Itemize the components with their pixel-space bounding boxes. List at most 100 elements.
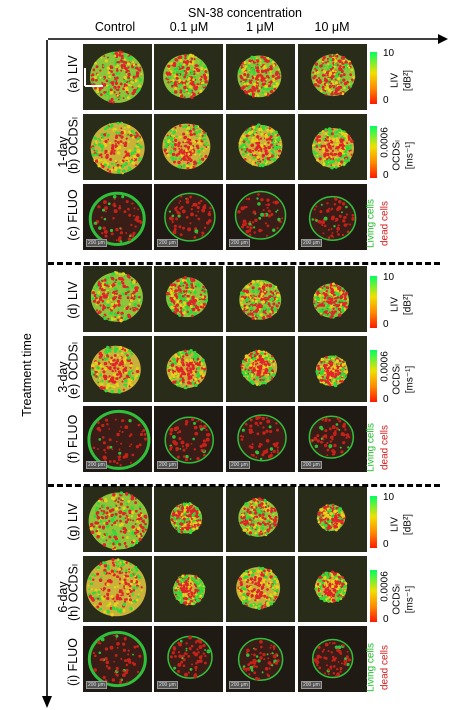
image-tile-r6-c4: 200 μm (298, 406, 367, 472)
ocds-unit-1: [ms⁻¹] (404, 141, 416, 170)
image-tile-r4-c4 (298, 266, 367, 332)
ocds-min-1: 0 (383, 170, 389, 181)
image-tile-r8-c2 (154, 556, 223, 622)
row-label-i: (i) FLUO (66, 638, 80, 686)
image-tile-r2-c3 (226, 114, 295, 180)
image-tile-r8-c1 (83, 556, 152, 622)
ocds-colorbar-3 (370, 570, 377, 622)
image-tile-r1-c1 (83, 44, 152, 110)
liv-min-2: 0 (383, 319, 389, 330)
image-tile-r7-c4 (298, 486, 367, 552)
scale-label: 200 μm (86, 461, 107, 469)
liv-max-3: 10 (383, 492, 395, 503)
column-header-10: 10 μM (314, 20, 350, 34)
row-label-e: (e) OCDSₗ (66, 342, 81, 399)
separator-2 (48, 484, 440, 487)
ocds-label-3: OCDSₗ (391, 584, 403, 615)
image-tile-r1-c3 (226, 44, 295, 110)
image-tile-r3-c1: 200 μm (83, 184, 152, 250)
image-tile-r7-c1 (83, 486, 152, 552)
image-tile-r9-c4: 200 μm (298, 626, 367, 692)
figure-title: SN-38 concentration (188, 6, 302, 20)
image-tile-r6-c3: 200 μm (226, 406, 295, 472)
liv-colorbar-1 (370, 52, 377, 104)
image-tile-r4-c1 (83, 266, 152, 332)
scale-label: 200 μm (86, 239, 107, 247)
ocds-unit-3: [ms⁻¹] (404, 585, 416, 614)
column-header-1: 1 μM (245, 20, 275, 34)
ocds-max-2: 0.0006 (379, 351, 391, 382)
image-tile-r2-c2 (154, 114, 223, 180)
y-axis-label: Treatment time (20, 333, 34, 417)
image-tile-r3-c4: 200 μm (298, 184, 367, 250)
image-tile-r5-c4 (298, 336, 367, 402)
row-label-d: (d) LIV (66, 281, 80, 319)
image-tile-r9-c2: 200 μm (154, 626, 223, 692)
image-tile-r5-c3 (226, 336, 295, 402)
image-tile-r7-c3 (226, 486, 295, 552)
image-tile-r1-c2 (154, 44, 223, 110)
scale-label: 200 μm (157, 681, 178, 689)
liv-colorbar-2 (370, 276, 377, 328)
liv-label-2: LIV (389, 297, 401, 313)
row-label-a: (a) LIV (66, 55, 80, 93)
scale-label: 200 μm (229, 461, 250, 469)
fluo-living-1: Living cells (365, 199, 377, 248)
ocds-unit-2: [ms⁻¹] (404, 365, 416, 394)
ocds-max-1: 0.0006 (379, 127, 391, 158)
scale-label: 200 μm (229, 239, 250, 247)
ocds-label-2: OCDSₗ (391, 364, 403, 395)
scale-label: 200 μm (301, 681, 322, 689)
liv-unit-2: [dB²] (402, 293, 414, 316)
liv-unit-3: [dB²] (402, 513, 414, 536)
liv-max-2: 10 (383, 272, 395, 283)
ocds-label-1: OCDSₗ (391, 140, 403, 171)
liv-unit-1: [dB²] (402, 69, 414, 92)
separator-1 (48, 262, 440, 265)
image-tile-r6-c2: 200 μm (154, 406, 223, 472)
y-axis-arrow (42, 40, 52, 708)
column-header-control: Control (94, 20, 136, 34)
image-tile-r7-c2 (154, 486, 223, 552)
row-label-f: (f) FLUO (66, 414, 80, 464)
image-tile-r4-c3 (226, 266, 295, 332)
image-tile-r9-c1: 200 μm (83, 626, 152, 692)
scale-label: 200 μm (86, 681, 107, 689)
image-tile-r3-c2: 200 μm (154, 184, 223, 250)
liv-label-1: LIV (389, 73, 401, 89)
image-tile-r8-c3 (226, 556, 295, 622)
image-tile-r5-c2 (154, 336, 223, 402)
image-tile-r4-c2 (154, 266, 223, 332)
scale-label: 200 μm (301, 239, 322, 247)
row-label-b: (b) OCDSₗ (66, 117, 81, 174)
liv-label-3: LIV (389, 517, 401, 533)
image-tile-r2-c1 (83, 114, 152, 180)
scale-label: 200 μm (157, 461, 178, 469)
liv-max-1: 10 (383, 48, 395, 59)
image-tile-r1-c4 (298, 44, 367, 110)
image-tile-r3-c3: 200 μm (226, 184, 295, 250)
image-tile-r8-c4 (298, 556, 367, 622)
fluo-dead-2: dead cells (379, 424, 391, 471)
scale-label: 200 μm (157, 239, 178, 247)
ocds-colorbar-1 (370, 126, 377, 178)
liv-colorbar-3 (370, 496, 377, 548)
liv-min-1: 0 (383, 95, 389, 106)
row-label-c: (c) FLUO (66, 189, 80, 241)
scale-label: 200 μm (229, 681, 250, 689)
image-tile-r9-c3: 200 μm (226, 626, 295, 692)
fluo-dead-1: dead cells (379, 200, 391, 247)
ocds-min-2: 0 (383, 394, 389, 405)
ocds-max-3: 0.0006 (379, 571, 391, 602)
fluo-dead-3: dead cells (379, 644, 391, 691)
image-tile-r5-c1 (83, 336, 152, 402)
ocds-colorbar-2 (370, 350, 377, 402)
ocds-min-3: 0 (383, 614, 389, 625)
fluo-living-2: Living cells (365, 423, 377, 472)
row-label-h: (h) OCDSₗ (66, 564, 81, 621)
row-label-g: (g) LIV (66, 503, 80, 541)
liv-min-3: 0 (383, 539, 389, 550)
fluo-living-3: Living cells (365, 643, 377, 692)
image-tile-r6-c1: 200 μm (83, 406, 152, 472)
scale-label: 200 μm (301, 461, 322, 469)
